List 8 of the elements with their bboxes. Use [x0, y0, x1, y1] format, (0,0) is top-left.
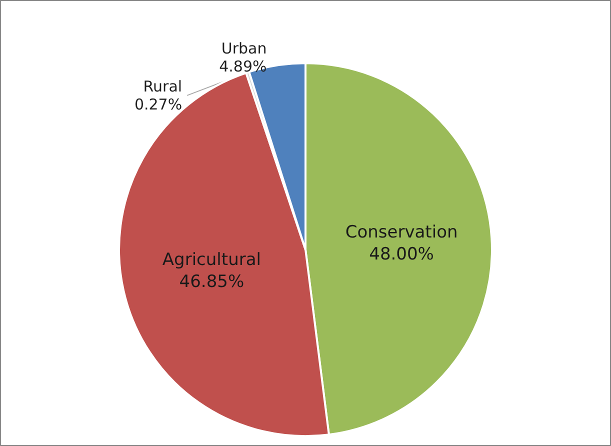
- slice-label: Rural: [143, 77, 182, 96]
- slice-label: Urban: [221, 39, 267, 58]
- data-label: 48.00%: [369, 244, 434, 265]
- slice-label: Conservation: [345, 222, 458, 243]
- data-label: 0.27%: [134, 95, 182, 114]
- data-label: 4.89%: [219, 57, 267, 76]
- data-label: 46.85%: [179, 272, 244, 292]
- slice-label: Agricultural: [162, 250, 261, 270]
